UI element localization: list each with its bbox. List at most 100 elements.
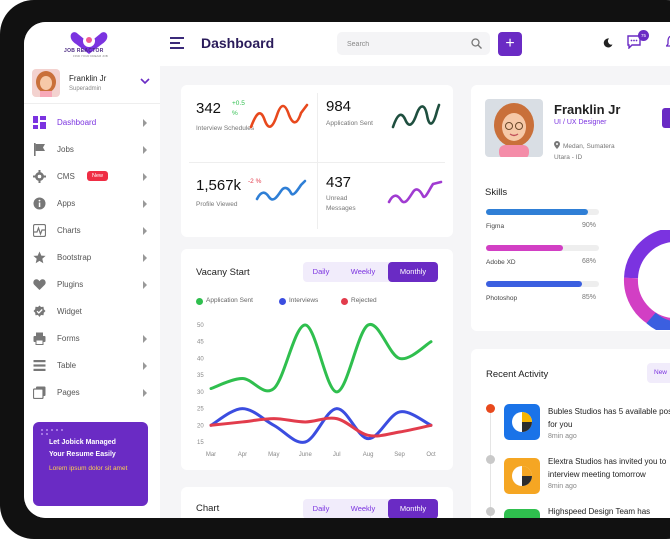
sidebar-item-plugins[interactable]: Plugins — [24, 276, 160, 294]
promo-card[interactable]: Let Jobick Managed Your Resume Easily Lo… — [33, 422, 148, 506]
skill-fill — [486, 209, 588, 215]
promo-text: Lorem ipsum dolor sit amet — [49, 465, 128, 472]
recent-activity-title: Recent Activity — [486, 369, 549, 380]
skill-name: Figma — [486, 223, 505, 230]
dots-decoration-icon — [41, 429, 63, 435]
activity-filter-button[interactable]: New — [647, 363, 670, 383]
chart-title: Chart — [196, 503, 220, 514]
profile-avatar — [485, 99, 543, 157]
activity-time: 8min ago — [548, 483, 577, 490]
chevron-right-icon — [143, 173, 147, 181]
skill-track — [486, 281, 599, 287]
sidebar-item-charts[interactable]: Charts — [24, 222, 160, 240]
x-tick-label: Apr — [238, 452, 247, 458]
chevron-right-icon — [143, 254, 147, 262]
sidebar-user-card[interactable]: Franklin Jr Superadmin — [24, 66, 160, 104]
sidebar-item-label: Forms — [57, 334, 80, 343]
activity-text: Highspeed Design Team has — [548, 507, 651, 516]
top-header: Dashboard + 75 — [160, 22, 670, 66]
activity-time: 8min ago — [548, 433, 577, 440]
x-tick-label: Aug — [363, 452, 374, 458]
sidebar-item-cms[interactable]: CMS New — [24, 168, 160, 186]
logo-icon — [70, 32, 108, 54]
chevron-right-icon — [143, 146, 147, 154]
chevron-right-icon — [143, 389, 147, 397]
dashboard-icon — [33, 116, 46, 129]
series-line-rejected — [209, 416, 433, 438]
sidebar-item-pages[interactable]: Pages — [24, 384, 160, 402]
skill-percent: 68% — [582, 258, 597, 265]
sidebar-item-label: CMS — [57, 172, 75, 181]
trend-sparkline — [249, 103, 309, 129]
chevron-right-icon — [143, 281, 147, 289]
vacancy-tabs: Daily Weekly Monthly — [303, 262, 438, 282]
timeline-dot — [486, 455, 495, 464]
sidebar-item-table[interactable]: Table — [24, 357, 160, 375]
stats-divider — [189, 162, 445, 163]
search-input[interactable] — [347, 38, 457, 50]
info-icon — [33, 197, 46, 210]
stat-change: +0.5 % — [232, 100, 245, 117]
hamburger-menu-icon[interactable] — [170, 37, 184, 49]
skill-fill — [486, 281, 583, 287]
bell-icon[interactable] — [666, 35, 670, 49]
chevron-right-icon — [143, 335, 147, 343]
tab-weekly[interactable]: Weekly — [350, 504, 376, 513]
y-tick-label: 45 — [197, 340, 204, 346]
sidebar-item-label: Plugins — [57, 280, 84, 289]
x-tick-label: Jul — [333, 452, 341, 458]
legend-dot — [341, 298, 348, 305]
vacancy-title: Vacany Start — [196, 267, 250, 278]
skill-percent: 90% — [582, 222, 597, 229]
stat-change: -2 % — [248, 178, 262, 185]
skill-percent: 85% — [582, 294, 597, 301]
skills-title: Skills — [485, 187, 508, 198]
recent-activity-card: Recent Activity New Bubles Studios has 5… — [471, 349, 670, 518]
legend-dot — [196, 298, 203, 305]
profile-name: Franklin Jr — [554, 102, 621, 117]
tab-daily[interactable]: Daily — [312, 504, 330, 513]
y-tick-label: 40 — [197, 356, 204, 362]
profile-action-button[interactable] — [662, 108, 670, 128]
sidebar-item-apps[interactable]: Apps — [24, 195, 160, 213]
y-tick-label: 15 — [197, 440, 204, 446]
legend-application-sent: Application Sent — [206, 297, 253, 304]
y-tick-label: 25 — [197, 407, 204, 413]
chevron-right-icon — [143, 227, 147, 235]
page-title: Dashboard — [201, 35, 275, 51]
chevron-down-icon[interactable] — [140, 76, 150, 86]
sidebar-item-label: Jobs — [57, 145, 74, 154]
legend-interviews: Interviews — [289, 297, 319, 304]
chart-tabs: Daily Weekly Monthly — [303, 499, 438, 518]
search-icon[interactable] — [471, 38, 482, 49]
chart-card: Chart Daily Weekly Monthly — [181, 487, 453, 518]
heart-icon — [33, 279, 46, 290]
sidebar-item-label: Bootstrap — [57, 253, 92, 262]
trend-sparkline — [255, 179, 307, 201]
sidebar-item-dashboard[interactable]: Dashboard — [24, 114, 160, 132]
sidebar-item-bootstrap[interactable]: Bootstrap — [24, 249, 160, 267]
stat-label: Application Sent — [326, 120, 373, 127]
stats-divider — [317, 93, 318, 229]
company-logo-icon — [504, 458, 540, 494]
y-tick-label: 35 — [197, 373, 204, 379]
x-tick-label: June — [299, 452, 313, 458]
moon-icon[interactable] — [603, 38, 613, 48]
sidebar-item-widget[interactable]: Widget — [24, 303, 160, 321]
add-button[interactable]: + — [498, 32, 522, 56]
tab-monthly[interactable]: Monthly — [388, 262, 438, 282]
sidebar-item-jobs[interactable]: Jobs — [24, 141, 160, 159]
tab-monthly[interactable]: Monthly — [388, 499, 438, 518]
profile-card: Franklin Jr UI / UX Designer Medan, Suma… — [471, 85, 670, 331]
tab-daily[interactable]: Daily — [312, 267, 330, 276]
sidebar-item-forms[interactable]: Forms — [24, 330, 160, 348]
table-icon — [33, 360, 46, 371]
skill-track — [486, 209, 599, 215]
stat-value: 437 — [326, 174, 352, 191]
sidebar-item-label: Charts — [57, 226, 81, 235]
vacancy-chart-card: Vacany Start Daily Weekly Monthly Applic… — [181, 249, 453, 470]
tab-weekly[interactable]: Weekly — [350, 267, 376, 276]
search-box[interactable] — [337, 32, 490, 55]
